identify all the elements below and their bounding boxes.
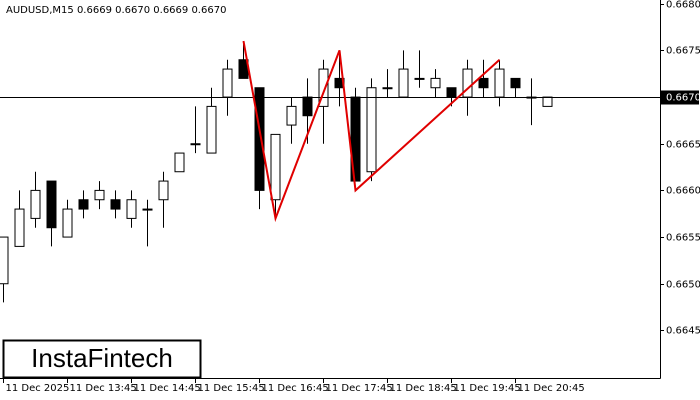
y-tick-label: 0.6650 — [666, 280, 700, 291]
y-tick-label: 0.6680 — [666, 0, 700, 11]
x-tick-label: 11 Dec 2025 — [6, 383, 70, 394]
pattern-line — [242, 40, 501, 223]
y-tick-label: 0.6665 — [666, 140, 700, 151]
chart-title: AUDUSD,M15 0.6669 0.6670 0.6669 0.6670 — [6, 5, 226, 16]
candle-body — [382, 87, 393, 90]
candle-body — [174, 152, 185, 173]
candle-body — [126, 199, 137, 219]
candle-body — [542, 96, 553, 107]
candle-body — [110, 199, 121, 210]
candle-body — [30, 189, 41, 219]
candle-body — [318, 68, 329, 107]
y-tick-label: 0.6645 — [666, 326, 700, 337]
current-price-label: 0.6670 — [666, 93, 700, 104]
candle-body — [286, 105, 297, 126]
logo-box — [2, 339, 202, 379]
x-tick-label: 11 Dec 18:45 — [390, 383, 457, 394]
candle-body — [158, 180, 169, 201]
candle-body — [142, 208, 153, 211]
y-tick-label: 0.6660 — [666, 186, 700, 197]
candle-body — [430, 77, 441, 89]
x-tick-label: 11 Dec 13:45 — [70, 383, 137, 394]
candle-body — [14, 208, 25, 247]
x-tick-label: 11 Dec 15:45 — [198, 383, 265, 394]
candle-body — [94, 189, 105, 201]
candle-body — [254, 87, 265, 191]
candle-body — [446, 87, 457, 98]
y-tick-label: 0.6675 — [666, 46, 700, 57]
candle-body — [414, 77, 425, 80]
y-tick-label: 0.6655 — [666, 233, 700, 244]
candle-body — [366, 87, 377, 173]
logo: InstaFintech — [31, 343, 173, 373]
candle-body — [190, 143, 201, 146]
x-tick-label: 11 Dec 14:45 — [134, 383, 201, 394]
candle-body — [270, 133, 281, 201]
current-price-box — [661, 90, 699, 105]
candle-body — [206, 105, 217, 154]
candle-body — [494, 68, 505, 98]
x-tick-label: 11 Dec 19:45 — [454, 383, 521, 394]
candle-body — [62, 208, 73, 238]
candle-body — [478, 77, 489, 89]
candle-body — [46, 180, 57, 229]
x-tick-label: 11 Dec 16:45 — [262, 383, 329, 394]
candle-body — [222, 68, 233, 98]
candle-body — [398, 68, 409, 98]
x-tick-label: 11 Dec 20:45 — [518, 383, 585, 394]
candle-body — [0, 236, 9, 285]
candle-body — [302, 96, 313, 117]
candle-body — [510, 77, 521, 89]
candle-body — [78, 199, 89, 210]
x-tick-label: 11 Dec 17:45 — [326, 383, 393, 394]
